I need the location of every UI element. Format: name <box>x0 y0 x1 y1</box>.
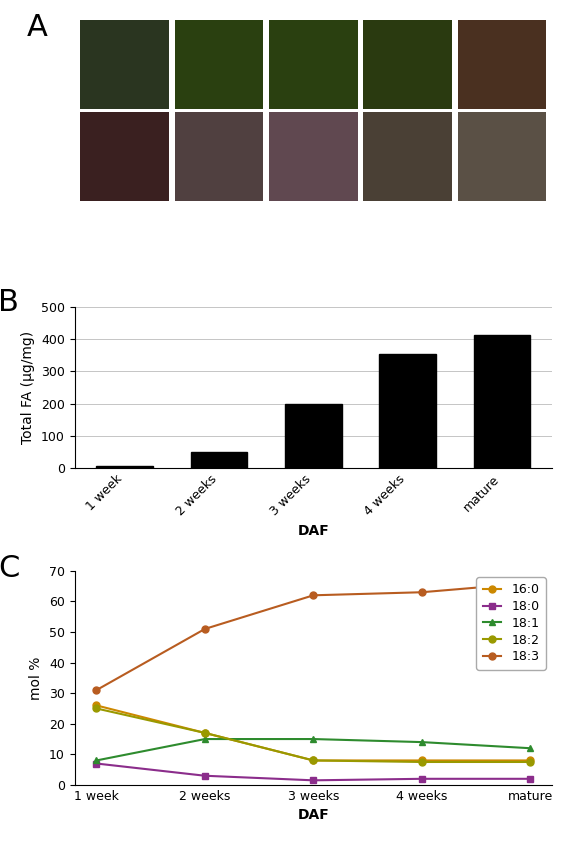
FancyBboxPatch shape <box>458 112 546 202</box>
18:0 <box>93 759 100 769</box>
FancyBboxPatch shape <box>269 112 358 202</box>
Text: A: A <box>27 14 48 42</box>
Y-axis label: Total FA (μg/mg): Total FA (μg/mg) <box>21 331 36 444</box>
18:3 <box>201 624 208 634</box>
Y-axis label: mol %: mol % <box>29 656 44 700</box>
18:2 <box>419 757 426 767</box>
16:0 <box>93 701 100 711</box>
18:1 <box>310 734 317 744</box>
FancyBboxPatch shape <box>175 19 263 109</box>
16:0 <box>310 755 317 766</box>
Bar <box>474 334 530 468</box>
18:2 <box>527 757 534 767</box>
FancyBboxPatch shape <box>363 112 452 202</box>
Text: B: B <box>0 288 20 317</box>
FancyBboxPatch shape <box>458 19 546 109</box>
18:0 <box>201 771 208 781</box>
16:0 <box>527 755 534 766</box>
18:1 <box>527 744 534 754</box>
18:3 <box>527 578 534 588</box>
Bar <box>285 403 342 468</box>
18:3 <box>419 587 426 598</box>
18:2 <box>310 755 317 766</box>
Line: 18:3: 18:3 <box>93 580 534 694</box>
Bar <box>97 466 153 468</box>
Line: 16:0: 16:0 <box>93 702 534 764</box>
16:0 <box>419 755 426 766</box>
18:1 <box>93 755 100 766</box>
X-axis label: DAF: DAF <box>297 809 329 822</box>
FancyBboxPatch shape <box>81 112 169 202</box>
FancyBboxPatch shape <box>175 112 263 202</box>
Line: 18:2: 18:2 <box>93 705 534 766</box>
FancyBboxPatch shape <box>363 19 452 109</box>
18:3 <box>310 590 317 600</box>
Text: C: C <box>0 554 20 582</box>
16:0 <box>201 728 208 738</box>
Bar <box>380 354 436 468</box>
18:3 <box>93 685 100 695</box>
Line: 18:0: 18:0 <box>93 760 534 784</box>
18:1 <box>201 734 208 744</box>
Bar <box>191 452 247 468</box>
Legend: 16:0, 18:0, 18:1, 18:2, 18:3: 16:0, 18:0, 18:1, 18:2, 18:3 <box>476 577 546 669</box>
FancyBboxPatch shape <box>81 19 169 109</box>
18:2 <box>93 703 100 713</box>
X-axis label: DAF: DAF <box>297 524 329 538</box>
18:1 <box>419 737 426 747</box>
18:0 <box>310 776 317 786</box>
Line: 18:1: 18:1 <box>93 736 534 764</box>
18:0 <box>419 774 426 784</box>
FancyBboxPatch shape <box>269 19 358 109</box>
18:0 <box>527 774 534 784</box>
18:2 <box>201 728 208 738</box>
